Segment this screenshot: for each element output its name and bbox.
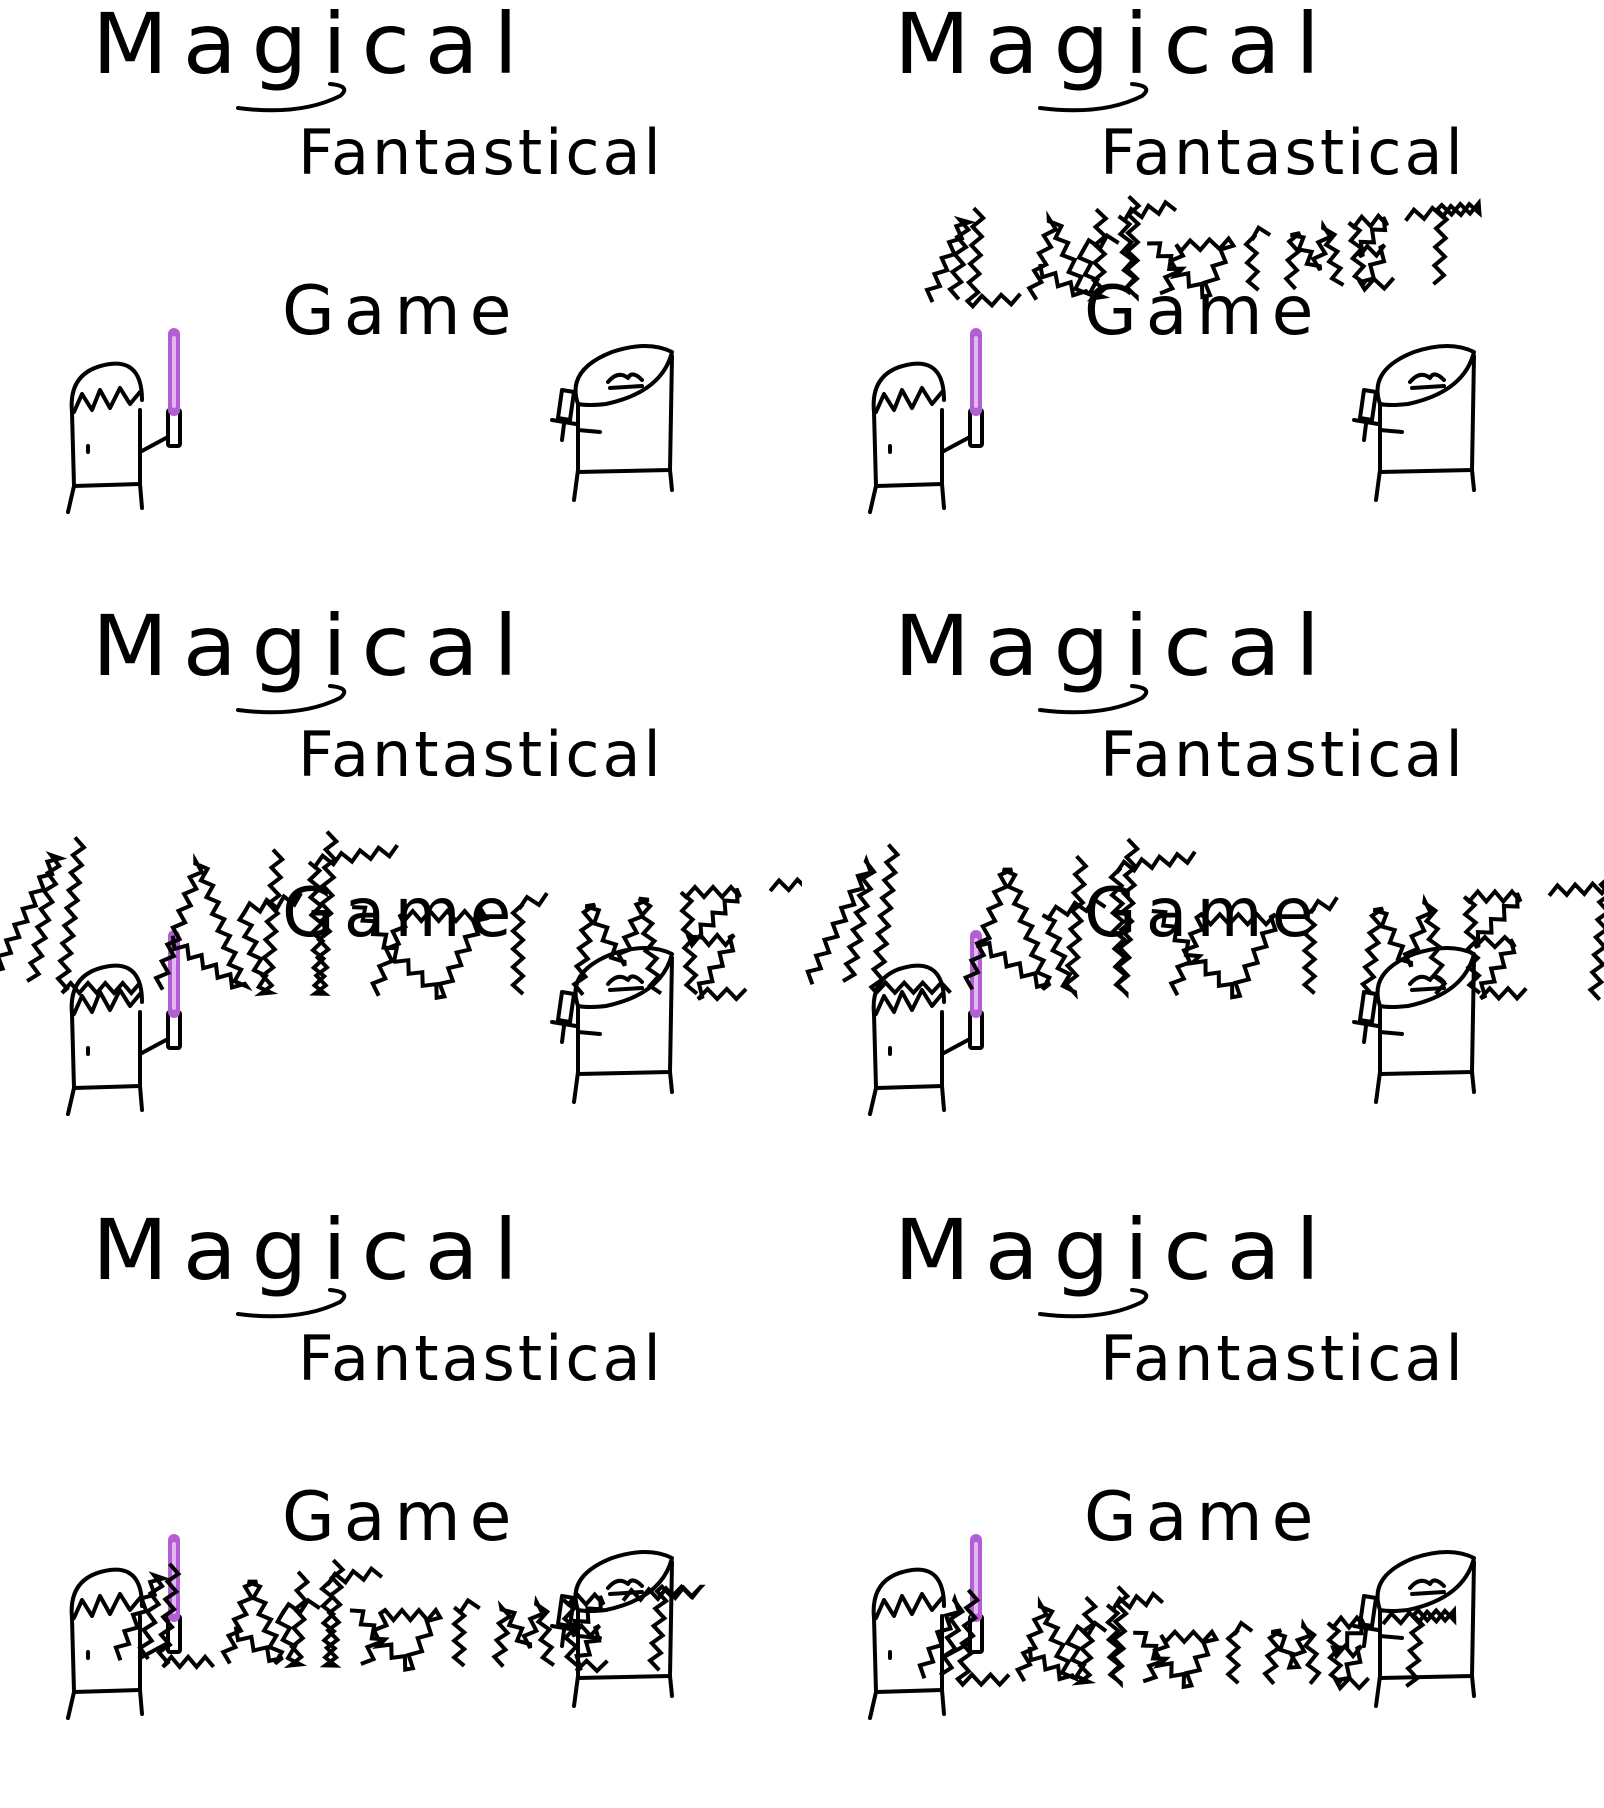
lightsaber-icon	[968, 328, 984, 448]
dagger-icon	[550, 990, 578, 1044]
lightsaber-icon	[968, 930, 984, 1050]
dagger-icon	[550, 1594, 578, 1648]
magical-underline	[1038, 82, 1149, 113]
title-screen-frame-5: Magical Fantastical Game	[0, 1206, 802, 1808]
enemy-character	[1374, 1550, 1476, 1708]
title-screen-frame-4: Magical Fantastical Game	[802, 602, 1604, 1204]
magical-underline	[1038, 1288, 1149, 1319]
title-word-fantastical: Fantastical	[1100, 116, 1466, 189]
title-word-magical: Magical	[894, 602, 1335, 695]
title-word-fantastical: Fantastical	[298, 718, 664, 791]
enemy-character	[1374, 946, 1476, 1104]
dagger-icon	[1352, 990, 1380, 1044]
title-word-magical: Magical	[92, 0, 533, 93]
title-word-fantastical: Fantastical	[298, 1322, 664, 1395]
magical-underline	[236, 684, 347, 715]
dagger-icon	[550, 388, 578, 442]
dagger-icon	[1352, 388, 1380, 442]
lightsaber-icon	[166, 1534, 182, 1654]
title-word-magical: Magical	[894, 1206, 1335, 1299]
title-screen-frame-2: Magical Fantastical Game	[802, 0, 1604, 602]
title-word-magical: Magical	[92, 602, 533, 695]
title-word-fantastical: Fantastical	[1100, 718, 1466, 791]
title-word-magical: Magical	[92, 1206, 533, 1299]
enemy-character	[1374, 344, 1476, 502]
enemy-character	[572, 1550, 674, 1708]
magical-underline	[1038, 684, 1149, 715]
title-word-fantastical: Fantastical	[298, 116, 664, 189]
characters-layer	[66, 1288, 674, 1720]
lightsaber-icon	[968, 1534, 984, 1654]
characters-layer	[868, 82, 1476, 514]
magical-underline	[236, 82, 347, 113]
title-word-game: Game	[1084, 1478, 1323, 1557]
title-screen-frame-3: Magical Fantastical Game	[0, 602, 802, 1204]
title-word-game: Game	[282, 272, 521, 351]
title-word-game: Game	[282, 1478, 521, 1557]
hero-character	[66, 963, 168, 1116]
dagger-icon	[1352, 1594, 1380, 1648]
hero-character	[66, 1567, 168, 1720]
magical-underline	[236, 1288, 347, 1319]
title-screen-frame-1: Magical Fantastical Game	[0, 0, 802, 602]
hero-character	[868, 361, 970, 514]
characters-layer	[66, 82, 674, 514]
enemy-character	[572, 344, 674, 502]
enemy-character	[572, 946, 674, 1104]
characters-layer	[66, 684, 674, 1116]
hero-character	[868, 1567, 970, 1720]
hero-character	[66, 361, 168, 514]
lightsaber-icon	[166, 328, 182, 448]
characters-layer	[868, 1288, 1476, 1720]
hero-character	[868, 963, 970, 1116]
title-word-fantastical: Fantastical	[1100, 1322, 1466, 1395]
title-screen-frame-6: Magical Fantastical Game	[802, 1206, 1604, 1808]
title-word-magical: Magical	[894, 0, 1335, 93]
characters-layer	[868, 684, 1476, 1116]
lightsaber-icon	[166, 930, 182, 1050]
